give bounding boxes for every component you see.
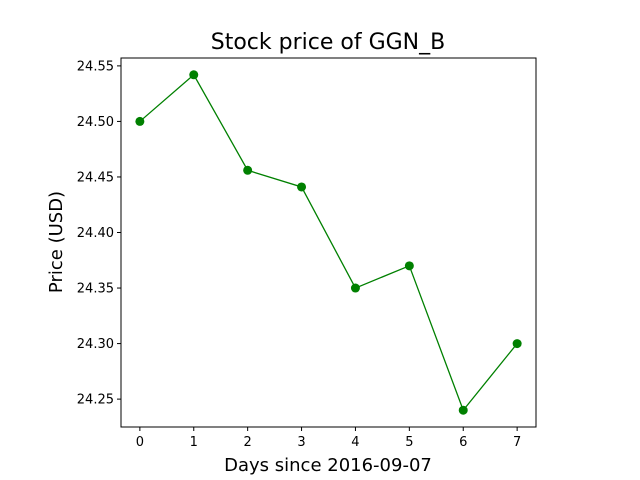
data-point: [189, 70, 199, 80]
x-axis: 0 1 2 3 4 5 6 7: [136, 427, 521, 450]
chart-title: Stock price of GGN_B: [211, 30, 445, 55]
x-tick-label: 6: [459, 435, 467, 450]
y-tick-label: 24.25: [77, 393, 114, 408]
y-tick-label: 24.30: [77, 337, 114, 352]
series-layer: [135, 70, 522, 415]
x-tick-label: 5: [405, 435, 413, 450]
data-point: [512, 339, 522, 349]
x-tick-label: 4: [351, 435, 359, 450]
data-point: [135, 116, 145, 126]
y-tick-label: 24.35: [77, 282, 114, 297]
x-tick-label: 2: [244, 435, 252, 450]
data-point: [297, 182, 307, 192]
y-tick-label: 24.50: [77, 115, 114, 130]
data-point: [404, 261, 414, 271]
x-tick-label: 3: [297, 435, 305, 450]
series-line: [139, 73, 518, 412]
y-tick-label: 24.55: [77, 59, 114, 74]
data-point: [458, 405, 468, 415]
x-tick-label: 1: [190, 435, 198, 450]
x-tick-label: 7: [513, 435, 521, 450]
y-tick-label: 24.40: [77, 226, 114, 241]
plot-frame: [120, 57, 537, 428]
data-point: [350, 283, 360, 293]
y-axis: 24.25 24.30 24.35 24.40 24.45 24.50 24.55: [77, 59, 121, 408]
x-tick-label: 0: [136, 435, 144, 450]
y-tick-label: 24.45: [77, 170, 114, 185]
x-axis-label: Days since 2016-09-07: [224, 455, 432, 476]
plot-area: 24.25 24.30 24.35 24.40 24.45 24.50 24.55 0 1 2 3…: [77, 57, 537, 450]
y-axis-label: Price (USD): [46, 191, 67, 293]
data-point: [243, 165, 253, 175]
